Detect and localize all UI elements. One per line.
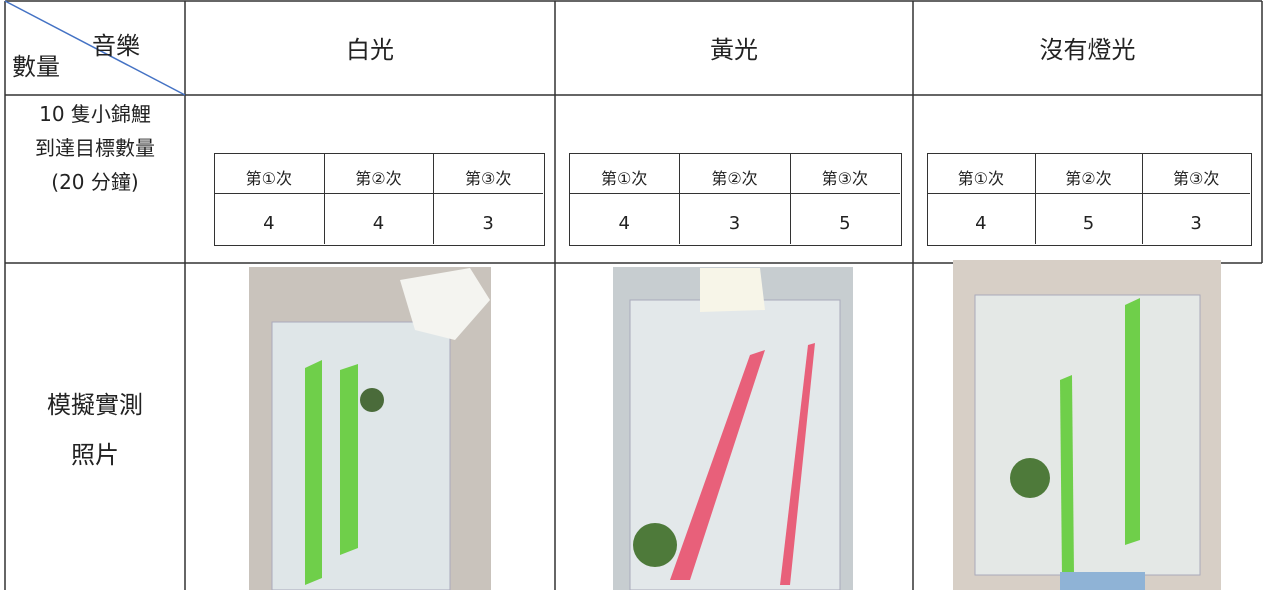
nested-rule bbox=[433, 153, 435, 244]
count: 5 bbox=[1082, 213, 1095, 234]
count: 4 bbox=[618, 213, 630, 234]
nested-table bbox=[927, 153, 1252, 246]
trial-label: 第②次 bbox=[355, 169, 402, 188]
corner-top: 音樂 bbox=[92, 32, 140, 60]
trial-label: 第③次 bbox=[464, 169, 512, 188]
trial-label: 第②次 bbox=[711, 169, 758, 188]
trial-label: 第③次 bbox=[821, 169, 868, 188]
row-label: 10 隻小錦鯉 到達目標數量 (20 分鐘) bbox=[5, 97, 185, 199]
nested-table bbox=[569, 153, 902, 246]
nested-rule bbox=[214, 193, 543, 194]
nested-rule bbox=[789, 153, 791, 244]
photo-white bbox=[249, 267, 491, 590]
count: 5 bbox=[839, 213, 851, 234]
trial-label: 第②次 bbox=[1065, 169, 1112, 188]
column-header: 黃光 bbox=[710, 36, 758, 64]
trial-label: 第③次 bbox=[1172, 169, 1220, 188]
column-header: 白光 bbox=[346, 36, 394, 64]
nested-rule bbox=[927, 193, 1250, 194]
nested-rule bbox=[1142, 153, 1144, 244]
photo-yellow bbox=[613, 267, 853, 590]
trial-label: 第①次 bbox=[245, 169, 292, 188]
count: 3 bbox=[728, 213, 741, 234]
row-label-line: (20 分鐘) bbox=[51, 170, 139, 194]
count: 4 bbox=[372, 213, 385, 234]
trial-label: 第①次 bbox=[957, 169, 1004, 188]
row-label-line: 到達目標數量 bbox=[35, 136, 155, 160]
row-label-line: 10 隻小錦鯉 bbox=[39, 102, 151, 126]
count: 4 bbox=[975, 213, 987, 234]
row-label-line: 照片 bbox=[71, 441, 119, 469]
nested-rule bbox=[569, 193, 900, 194]
nested-rule bbox=[679, 153, 681, 244]
nested-rule bbox=[1034, 153, 1036, 244]
corner-bottom: 數量 bbox=[12, 53, 60, 81]
photo-none bbox=[953, 260, 1221, 590]
row-label: 模擬實測 照片 bbox=[5, 380, 185, 480]
count: 4 bbox=[263, 213, 275, 234]
count: 3 bbox=[482, 213, 494, 234]
row-label-line: 模擬實測 bbox=[47, 391, 143, 419]
column-header: 沒有燈光 bbox=[1039, 36, 1136, 64]
count: 3 bbox=[1190, 213, 1202, 234]
trial-label: 第①次 bbox=[600, 169, 648, 188]
nested-rule bbox=[323, 153, 325, 244]
nested-table bbox=[214, 153, 545, 246]
